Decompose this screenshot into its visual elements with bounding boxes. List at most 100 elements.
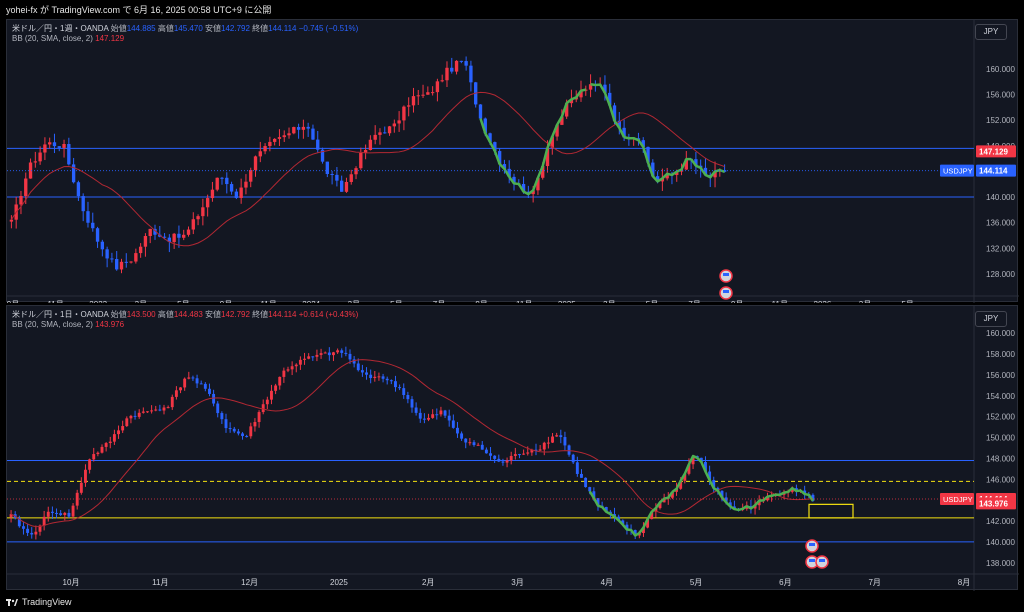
currency-button[interactable]: JPY (975, 311, 1007, 327)
candle-body[interactable] (84, 469, 87, 483)
candle-body[interactable] (373, 376, 377, 379)
candle-body[interactable] (239, 187, 243, 198)
candle-body[interactable] (588, 84, 593, 90)
candle-body[interactable] (224, 419, 228, 429)
candle-body[interactable] (633, 530, 637, 536)
candle-body[interactable] (447, 415, 451, 421)
candle-body[interactable] (359, 152, 363, 169)
candle-body[interactable] (150, 410, 154, 412)
candle-body[interactable] (542, 442, 546, 450)
candle-body[interactable] (699, 457, 703, 463)
candle-body[interactable] (22, 526, 25, 529)
candle-body[interactable] (435, 81, 440, 93)
target-zone-box[interactable] (808, 503, 854, 519)
candle-body[interactable] (713, 171, 717, 178)
candle-body[interactable] (323, 352, 327, 354)
candle-body[interactable] (79, 482, 83, 493)
candle-body[interactable] (708, 471, 712, 481)
candle-body[interactable] (336, 350, 340, 353)
candle-body[interactable] (228, 428, 232, 430)
candle-body[interactable] (138, 246, 143, 254)
candle-body[interactable] (551, 436, 554, 443)
candle-body[interactable] (363, 150, 368, 153)
candle-body[interactable] (416, 95, 420, 97)
candle-body[interactable] (170, 396, 174, 408)
candle-body[interactable] (249, 170, 253, 182)
candle-body[interactable] (196, 216, 200, 220)
candle-body[interactable] (454, 60, 459, 72)
candle-body[interactable] (315, 354, 319, 357)
candle-body[interactable] (301, 126, 306, 130)
candle-body[interactable] (325, 161, 329, 174)
candle-body[interactable] (456, 427, 459, 434)
elliott-wave-drawing[interactable] (696, 456, 748, 512)
candle-body[interactable] (186, 229, 191, 235)
candle-body[interactable] (24, 178, 28, 197)
candle-body[interactable] (179, 387, 182, 391)
candle-body[interactable] (153, 228, 157, 235)
candle-body[interactable] (174, 390, 178, 397)
candle-body[interactable] (203, 383, 207, 389)
candle-body[interactable] (296, 127, 301, 130)
candle-body[interactable] (274, 385, 278, 391)
candle-body[interactable] (220, 177, 224, 179)
candle-body[interactable] (469, 65, 473, 83)
candle-body[interactable] (559, 435, 563, 438)
candle-body[interactable] (354, 168, 358, 175)
candle-body[interactable] (575, 462, 579, 474)
candle-body[interactable] (71, 164, 76, 183)
candle-body[interactable] (182, 234, 186, 238)
candle-body[interactable] (320, 149, 325, 162)
candle-body[interactable] (105, 249, 109, 259)
candle-body[interactable] (445, 67, 449, 81)
candle-body[interactable] (216, 403, 220, 414)
candle-body[interactable] (555, 435, 559, 437)
candle-body[interactable] (497, 458, 501, 462)
candle-body[interactable] (307, 356, 311, 359)
candle-body[interactable] (327, 352, 331, 356)
candle-body[interactable] (522, 453, 526, 455)
candle-body[interactable] (641, 140, 645, 147)
candle-body[interactable] (124, 261, 128, 263)
candle-body[interactable] (71, 505, 75, 517)
candle-body[interactable] (394, 381, 397, 388)
candle-body[interactable] (410, 399, 414, 408)
candle-body[interactable] (675, 171, 679, 175)
candle-body[interactable] (303, 358, 306, 360)
candle-body[interactable] (550, 136, 554, 148)
candle-body[interactable] (360, 370, 364, 373)
candle-body[interactable] (555, 124, 559, 137)
elliott-wave-drawing[interactable] (746, 491, 785, 510)
candle-body[interactable] (373, 134, 377, 140)
candle-body[interactable] (670, 491, 674, 498)
daily-chart-pane[interactable]: 138.000140.000142.000144.000146.000148.0… (6, 305, 1019, 591)
candle-body[interactable] (34, 531, 38, 535)
candle-body[interactable] (811, 494, 815, 501)
candle-body[interactable] (344, 181, 349, 192)
candle-body[interactable] (545, 147, 550, 167)
candle-body[interactable] (513, 454, 517, 456)
bb-value-badge[interactable] (976, 497, 1016, 510)
candle-body[interactable] (133, 415, 137, 417)
candle-body[interactable] (534, 449, 538, 451)
candle-body[interactable] (584, 477, 588, 488)
candle-body[interactable] (117, 430, 120, 435)
candle-body[interactable] (141, 411, 145, 413)
candle-body[interactable] (57, 146, 61, 148)
candle-body[interactable] (110, 258, 114, 260)
candle-body[interactable] (426, 92, 430, 95)
candle-body[interactable] (546, 442, 550, 444)
candle-body[interactable] (505, 460, 509, 463)
weekly-bb-legend[interactable]: BB (20, SMA, close, 2) 147.129 (12, 34, 124, 43)
candle-body[interactable] (253, 422, 257, 427)
candle-body[interactable] (272, 138, 277, 142)
candle-body[interactable] (42, 516, 46, 526)
candle-body[interactable] (30, 532, 34, 535)
candle-body[interactable] (621, 520, 625, 525)
candle-body[interactable] (52, 142, 57, 147)
candle-body[interactable] (502, 164, 507, 169)
candle-body[interactable] (257, 412, 261, 423)
candle-body[interactable] (121, 426, 125, 431)
last-price-badge[interactable] (976, 164, 1016, 177)
candle-body[interactable] (464, 438, 468, 443)
